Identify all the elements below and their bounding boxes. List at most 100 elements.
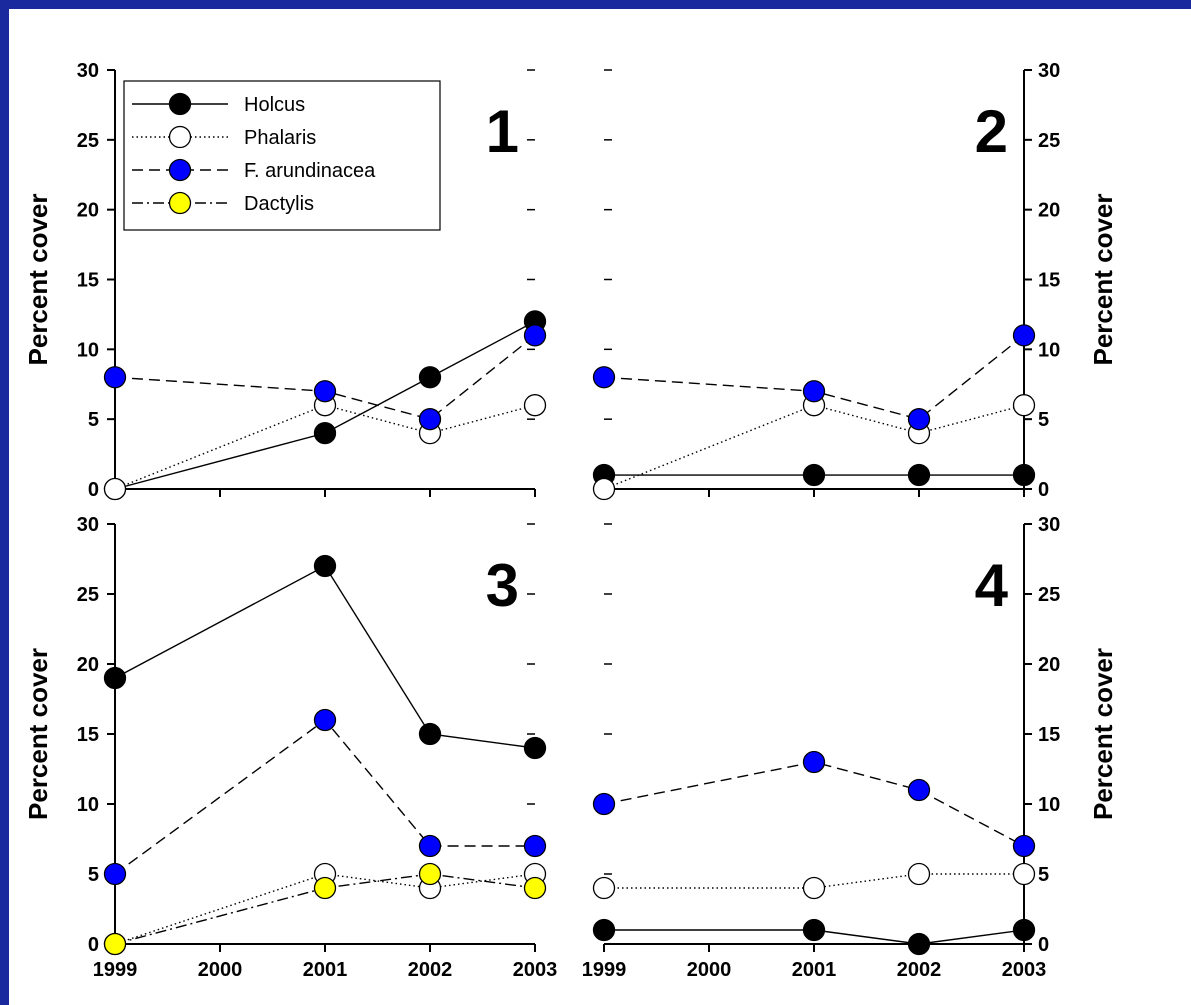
y-tick-label: 5 (88, 409, 99, 431)
y-tick-label: 25 (77, 130, 99, 152)
data-point-f-arundinacea (907, 778, 931, 802)
figure-frame: 0 5 10 15 20 25 30 Percent cover 1 Holcus Phalaris… (9, 9, 1191, 1005)
y-tick-label: 20 (77, 200, 99, 222)
x-tick-label: 1999 (582, 959, 627, 981)
y-tick-label: 25 (1038, 584, 1060, 606)
series-line-f-arundinacea (603, 761, 1025, 847)
y-tick-label: 10 (1038, 794, 1060, 816)
data-point-f-arundinacea (313, 380, 337, 403)
legend: Holcus Phalaris F. arundinacea Dactylis (123, 80, 441, 231)
data-point-holcus (907, 932, 931, 956)
y-tick-label: 25 (1038, 130, 1060, 152)
data-point-phalaris (592, 477, 616, 501)
data-point-holcus (592, 918, 616, 942)
data-point-f-arundinacea (1012, 834, 1036, 858)
series-line-dactylis (114, 873, 536, 945)
x-tick-label: 2002 (897, 959, 942, 981)
x-tick-label: 2001 (792, 959, 837, 981)
x-tick-label: 2001 (303, 959, 348, 981)
legend-label-f-arundinacea: F. arundinacea (244, 160, 376, 182)
y-tick-label: 0 (88, 934, 99, 956)
y-tick-label: 10 (77, 339, 99, 361)
panel-number-label: 2 (975, 98, 1008, 165)
data-point-holcus (313, 421, 337, 445)
legend-label-holcus: Holcus (244, 94, 305, 116)
data-point-holcus (1012, 463, 1036, 487)
y-tick-label: 15 (77, 724, 99, 746)
data-point-holcus (802, 918, 826, 942)
data-point-f-arundinacea (802, 750, 826, 774)
y-tick-label: 15 (1038, 724, 1060, 746)
data-point-dactylis (418, 862, 442, 886)
panel-1: 0 5 10 15 20 25 30 Percent cover 1 Holcus Phalaris… (23, 60, 547, 501)
legend-marker-phalaris (168, 125, 192, 149)
y-tick-label: 5 (88, 864, 99, 886)
y-tick-label: 5 (1038, 864, 1049, 886)
data-point-dactylis (313, 876, 337, 900)
legend-marker-holcus (168, 92, 192, 116)
data-point-f-arundinacea (523, 324, 547, 347)
y-axis-title: Percent cover (23, 648, 53, 820)
data-point-holcus (523, 736, 547, 760)
series-line-phalaris (603, 404, 1025, 490)
data-point-holcus (1012, 918, 1036, 942)
legend-marker-dactylis (168, 191, 192, 215)
data-point-holcus (418, 722, 442, 746)
panel-number-label: 1 (486, 98, 519, 165)
y-tick-label: 10 (77, 794, 99, 816)
data-point-f-arundinacea (418, 408, 442, 431)
panel-4: 0 5 10 15 20 25 30 1999 2000 2001 2002 2003 Percent … (582, 514, 1118, 981)
data-point-phalaris (523, 394, 547, 417)
y-tick-label: 15 (1038, 270, 1060, 292)
data-point-phalaris (103, 477, 127, 501)
series-line-phalaris (114, 404, 536, 490)
y-tick-label: 10 (1038, 339, 1060, 361)
data-point-phalaris (907, 862, 931, 886)
y-tick-label: 30 (77, 60, 99, 82)
y-axis-title: Percent cover (1088, 194, 1118, 366)
data-point-holcus (103, 666, 127, 690)
y-tick-label: 20 (1038, 200, 1060, 222)
y-tick-label: 0 (1038, 479, 1049, 501)
data-point-f-arundinacea (313, 708, 337, 732)
data-point-f-arundinacea (592, 792, 616, 816)
data-point-dactylis (523, 876, 547, 900)
y-axis-title: Percent cover (1088, 648, 1118, 820)
data-point-f-arundinacea (907, 408, 931, 431)
series-line-f-arundinacea (114, 719, 535, 875)
legend-label-phalaris: Phalaris (244, 127, 316, 149)
y-tick-label: 30 (1038, 514, 1060, 536)
y-tick-label: 0 (1038, 934, 1049, 956)
data-point-f-arundinacea (103, 366, 127, 389)
x-tick-label: 1999 (93, 959, 138, 981)
data-point-holcus (313, 554, 337, 578)
panel-number-label: 3 (486, 552, 519, 619)
series-line-phalaris (604, 873, 1024, 889)
data-point-holcus (802, 463, 826, 487)
data-point-f-arundinacea (592, 366, 616, 389)
x-tick-label: 2003 (513, 959, 558, 981)
y-tick-label: 30 (1038, 60, 1060, 82)
y-tick-label: 25 (77, 584, 99, 606)
panel-3: 0 5 10 15 20 25 30 1999 2000 2001 2002 2003 Percent … (23, 514, 557, 981)
x-tick-label: 2000 (198, 959, 243, 981)
data-point-f-arundinacea (1012, 324, 1036, 347)
y-tick-label: 20 (77, 654, 99, 676)
series-line-f-arundinacea (114, 334, 536, 420)
data-point-holcus (907, 463, 931, 487)
data-point-phalaris (802, 876, 826, 900)
series-line-holcus (604, 929, 1025, 945)
data-point-dactylis (103, 932, 127, 956)
y-tick-label: 5 (1038, 409, 1049, 431)
data-point-phalaris (1012, 394, 1036, 417)
legend-label-dactylis: Dactylis (244, 193, 314, 215)
series-line-holcus (114, 565, 536, 749)
x-tick-label: 2000 (687, 959, 732, 981)
x-tick-label: 2002 (408, 959, 453, 981)
data-point-phalaris (592, 876, 616, 900)
x-tick-label: 2003 (1002, 959, 1047, 981)
series-line-f-arundinacea (603, 334, 1025, 420)
data-point-f-arundinacea (103, 862, 127, 886)
y-tick-label: 20 (1038, 654, 1060, 676)
